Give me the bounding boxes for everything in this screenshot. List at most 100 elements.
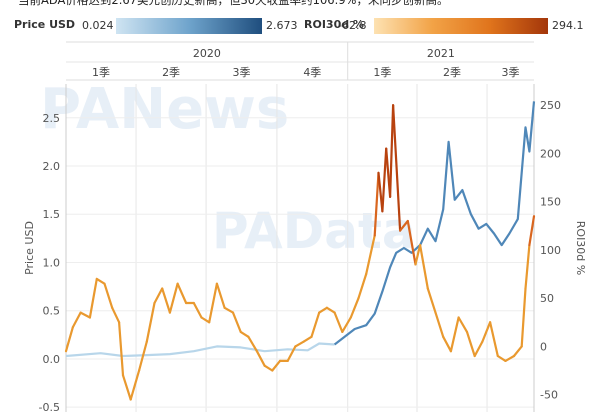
left-tick-label: -0.5 [39, 401, 60, 414]
roi-line-segment [176, 282, 188, 305]
roi-line-segment [414, 244, 422, 266]
right-axis-title: ROI30d % [574, 221, 587, 275]
roi-line-segment [481, 321, 492, 343]
quarter-label: 3季 [233, 66, 251, 79]
watermark-text: PAData [212, 202, 416, 260]
left-tick-label: 0.0 [43, 353, 61, 366]
roi-line-segment [442, 335, 452, 353]
roi-line-segment [95, 277, 106, 285]
left-tick-label: 1.0 [43, 256, 61, 269]
roi-line-segment [524, 244, 531, 290]
roi-line-segment [489, 321, 499, 358]
gridlines [65, 84, 535, 412]
right-tick-label: 150 [540, 196, 561, 209]
roi-line-segment [434, 311, 445, 338]
left-axis-title: Price USD [23, 221, 36, 275]
roi-line-segment [192, 301, 203, 319]
roi-line-segment [406, 219, 417, 266]
roi-line-segment [449, 316, 460, 353]
roi-line-segment [520, 287, 527, 348]
roi-line-segment [117, 321, 125, 377]
roi-line-segment [357, 272, 368, 300]
roi-line-segment [239, 330, 250, 338]
right-tick-label: 50 [540, 292, 554, 305]
roi-line-segment [286, 345, 297, 362]
year-label: 2021 [427, 47, 455, 60]
quarter-label: 3季 [502, 66, 520, 79]
legend-price-max: 2.673 [266, 19, 298, 32]
roi-line-segment [302, 335, 313, 343]
time-header: 2020 2021 1季 2季 3季 4季 1季 2季 3季 [66, 41, 534, 81]
right-tick-label: 250 [540, 99, 561, 112]
roi-line-segment [457, 316, 469, 333]
roi-line-segment [392, 104, 402, 232]
left-tick-label: 1.5 [43, 208, 61, 221]
roi-line-segment [271, 359, 282, 372]
roi-line-segment [168, 282, 179, 314]
roi-line-segment [208, 282, 218, 324]
roi-line-segment [473, 340, 484, 358]
roi-line-segment [310, 311, 321, 338]
right-tick-label: -50 [540, 389, 558, 402]
chart-caption: 当前ADA价格达到2.67美元创历史新高，但30天收益率约106.9%，未同步创… [18, 0, 449, 7]
right-tick-label: 0 [540, 340, 547, 353]
price-color-scale [116, 18, 262, 34]
roi-line-segment [325, 306, 336, 314]
quarter-label: 1季 [373, 66, 391, 79]
roi-line-segment [504, 354, 516, 362]
year-label: 2020 [193, 47, 221, 60]
roi-line-segment [528, 215, 536, 247]
roi-line-segment [496, 354, 507, 362]
roi-line-segment [223, 306, 235, 314]
roi-line-segment [294, 340, 305, 348]
price-line [333, 101, 536, 346]
roi-line-segment [381, 147, 388, 213]
legend-roi-max: 294.1 [552, 19, 584, 32]
axes: -0.5 0.0 0.5 1.0 1.5 2.0 2.5 -50 0 50 100 150 200 250… [23, 99, 587, 414]
roi-line-segment [231, 311, 242, 333]
roi-line-segment [389, 104, 395, 198]
roi-line-segment [365, 234, 376, 276]
roi-line-segment [419, 244, 429, 290]
roi-line-segment [215, 282, 226, 309]
legend-roi-title: ROI30d % [304, 18, 364, 31]
price-line-early [65, 342, 335, 358]
roi-line-segment [129, 369, 141, 401]
roi-line-segment [103, 282, 114, 309]
roi-line-segment [333, 311, 344, 333]
roi-line-segment [465, 330, 476, 358]
roi-line-segment [88, 277, 98, 319]
quarter-label: 4季 [303, 66, 321, 79]
watermark: PANews PAData [40, 77, 416, 260]
roi-line-segment [263, 364, 274, 372]
roi-line-segment [426, 287, 437, 314]
roi-line-segment [121, 374, 132, 401]
left-tick-label: 2.0 [43, 160, 61, 173]
roi-line-segment [349, 297, 360, 319]
legend-roi-min: -62.8 [338, 19, 367, 32]
roi-line-segment [64, 326, 75, 353]
roi-line-segment [399, 219, 409, 232]
roi-line-segment [200, 316, 211, 324]
right-tick-label: 200 [540, 147, 561, 160]
roi-color-scale [374, 18, 548, 34]
legend-price-title: Price USD [14, 18, 76, 31]
roi-line-segment [71, 311, 82, 329]
legend-price-min: 0.024 [82, 19, 114, 32]
quarter-label: 2季 [443, 66, 461, 79]
quarter-label: 2季 [162, 66, 180, 79]
roi-line-segment [153, 287, 164, 305]
left-tick-label: 0.5 [43, 305, 61, 318]
quarter-label: 1季 [92, 66, 110, 79]
roi-line-segment [512, 345, 523, 358]
roi-line-segment [145, 301, 156, 343]
watermark-text: PANews [40, 77, 289, 142]
left-tick-label: 2.5 [43, 112, 61, 125]
roi-line-segment [318, 306, 328, 314]
roi-line-segment [247, 335, 258, 353]
roi-line-segment [341, 316, 352, 333]
roi-line-segment [373, 171, 380, 237]
roi-line-segment [138, 340, 148, 372]
roi-line-segment [161, 287, 171, 314]
